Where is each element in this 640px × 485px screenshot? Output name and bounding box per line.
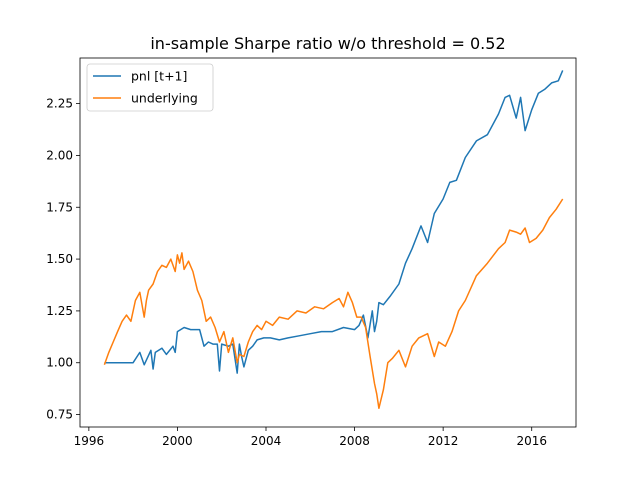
legend-label: underlying [131, 91, 198, 106]
series-line-underlying [103, 198, 564, 410]
x-tick-label: 2012 [428, 434, 459, 448]
x-tick-label: 2016 [516, 434, 547, 448]
x-tick-label: 2004 [251, 434, 282, 448]
legend-label: pnl [t+1] [131, 69, 187, 84]
y-tick-label: 2.00 [46, 148, 73, 162]
series-line-pnl [104, 70, 564, 374]
plot-frame [79, 57, 577, 428]
x-tick-label: 2000 [162, 434, 193, 448]
y-tick-label: 1.75 [46, 200, 73, 214]
y-tick-label: 1.50 [46, 252, 73, 266]
x-tick-label: 1996 [74, 434, 105, 448]
legend: pnl [t+1] underlying [86, 63, 214, 112]
x-tick-label: 2008 [339, 434, 370, 448]
y-tick-label: 0.75 [46, 408, 73, 422]
chart-title: in-sample Sharpe ratio w/o threshold = 0… [150, 34, 505, 53]
y-tick-label: 1.25 [46, 304, 73, 318]
y-tick-label: 1.00 [46, 356, 73, 370]
y-tick-label: 2.25 [46, 97, 73, 111]
axes-layer: 1996 2000 2004 2008 2012 2016 0.75 1.00 1.25 1.50… [46, 57, 577, 448]
series-layer [103, 70, 564, 410]
